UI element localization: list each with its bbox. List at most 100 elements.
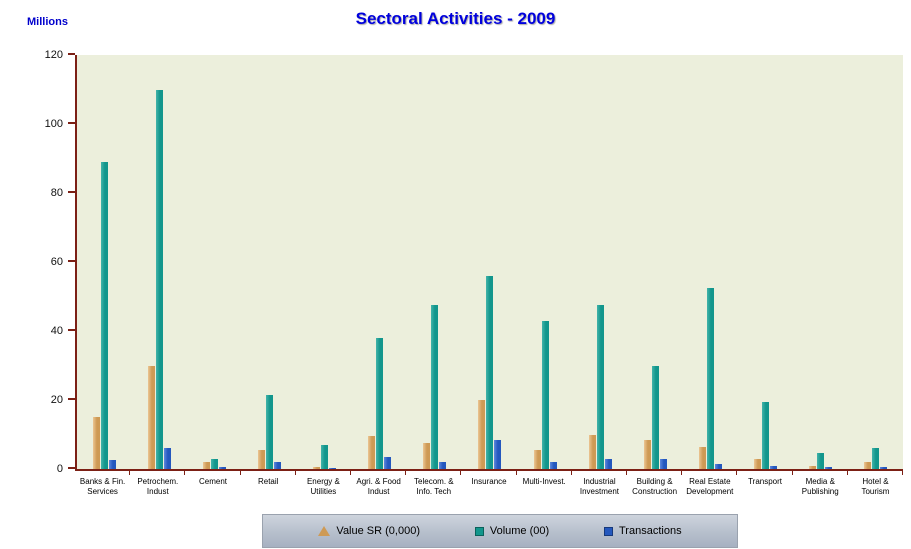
bar xyxy=(706,287,714,469)
bar xyxy=(588,434,596,469)
bar-group xyxy=(297,55,352,469)
y-tick-mark xyxy=(68,398,75,401)
legend-label: Volume (00) xyxy=(489,525,550,537)
bar xyxy=(258,450,266,469)
bar xyxy=(329,467,337,469)
bar xyxy=(879,467,887,469)
x-category-label: Energy & Utilities xyxy=(306,477,340,496)
legend-marker-square-icon xyxy=(474,526,484,536)
x-category-label: Banks & Fin. Services xyxy=(79,477,126,496)
bar xyxy=(148,365,156,469)
bar xyxy=(109,460,117,469)
y-tick-label: 100 xyxy=(44,118,63,130)
x-category-label: Real Estate Development xyxy=(686,477,734,496)
bar xyxy=(266,394,274,469)
x-tick-cell xyxy=(130,471,186,475)
x-category-label: Insurance xyxy=(471,477,507,486)
bar xyxy=(423,443,431,469)
bar xyxy=(93,417,101,469)
x-category-label: Cement xyxy=(199,477,228,486)
bar xyxy=(313,467,321,469)
x-category-label: Industrial Investment xyxy=(579,477,619,496)
bar xyxy=(478,400,486,469)
bar-group xyxy=(242,55,297,469)
x-category-label: Retail xyxy=(257,477,279,486)
legend-item: Volume (00) xyxy=(474,525,550,537)
x-tick-cell xyxy=(351,471,407,475)
bar xyxy=(698,446,706,469)
x-axis-ticks xyxy=(75,471,904,475)
bar-group xyxy=(132,55,187,469)
bar xyxy=(211,458,219,469)
bar-group xyxy=(462,55,517,469)
legend-label: Value SR (0,000) xyxy=(336,525,420,537)
bar xyxy=(439,462,447,469)
x-tick-cell xyxy=(848,471,904,475)
bar xyxy=(871,448,879,469)
bar-group xyxy=(352,55,407,469)
x-category-label: Building & Construction xyxy=(632,477,678,496)
y-tick-label: 80 xyxy=(50,187,63,200)
x-category-label: Petrochem. Indust xyxy=(137,477,179,496)
bar xyxy=(431,305,439,469)
x-category-label: Multi-Invest. xyxy=(522,477,566,486)
bar-group xyxy=(77,55,132,469)
y-tick-label: 120 xyxy=(44,49,63,61)
x-tick-cell xyxy=(737,471,793,475)
x-tick-cell xyxy=(793,471,848,475)
bar-group xyxy=(573,55,628,469)
bar xyxy=(761,401,769,469)
x-tick-cell xyxy=(461,471,517,475)
bar xyxy=(203,462,211,469)
legend: Value SR (0,000) Volume (00) Transactions xyxy=(262,514,738,548)
y-tick-mark xyxy=(68,329,75,332)
bar xyxy=(769,465,777,469)
y-tick-label: 40 xyxy=(50,325,63,338)
x-tick-cell xyxy=(682,471,738,475)
x-tick-cell xyxy=(517,471,572,475)
legend-marker-triangle-icon xyxy=(318,526,331,536)
y-axis-unit-label: Millions xyxy=(27,16,68,28)
bar xyxy=(384,456,392,469)
bar xyxy=(376,337,384,469)
bar-group xyxy=(518,55,573,469)
bar-group xyxy=(848,55,903,469)
bar xyxy=(101,161,109,469)
bar xyxy=(824,467,832,469)
legend-label: Transactions xyxy=(619,525,682,537)
x-tick-cell xyxy=(185,471,241,475)
x-category-label: Telecom. & Info. Tech xyxy=(414,477,454,496)
bar-group xyxy=(628,55,683,469)
bar xyxy=(808,465,816,469)
bar-series-container xyxy=(77,55,903,469)
bar xyxy=(816,453,824,469)
y-tick-label: 0 xyxy=(56,463,63,475)
bar xyxy=(604,458,612,469)
bar-group xyxy=(683,55,738,469)
bar xyxy=(274,462,282,469)
y-tick-mark xyxy=(68,122,75,124)
y-tick-label: 60 xyxy=(50,256,63,268)
y-tick-mark xyxy=(68,260,75,262)
x-category-label: Agri. & Food Indust xyxy=(356,477,401,496)
x-tick-cell xyxy=(572,471,628,475)
x-category-label: Transport xyxy=(748,477,782,486)
bar-group xyxy=(793,55,848,469)
bar xyxy=(863,462,871,469)
y-tick-mark xyxy=(68,467,75,469)
bar xyxy=(753,458,761,469)
x-category-label: Media & Publishing xyxy=(801,477,839,496)
bar xyxy=(164,448,172,469)
bar xyxy=(156,89,164,469)
bar xyxy=(321,444,329,469)
bar xyxy=(714,463,722,469)
bar-group xyxy=(407,55,462,469)
legend-item: Transactions xyxy=(604,525,682,537)
bar xyxy=(651,365,659,469)
legend-marker-square-icon xyxy=(604,526,613,536)
bar xyxy=(659,458,667,469)
x-tick-cell xyxy=(627,471,683,475)
x-axis-labels: Banks & Fin. Services Petrochem. Indust Ce… xyxy=(75,477,903,497)
legend-item: Value SR (0,000) xyxy=(318,525,420,537)
y-tick-mark xyxy=(68,191,75,194)
